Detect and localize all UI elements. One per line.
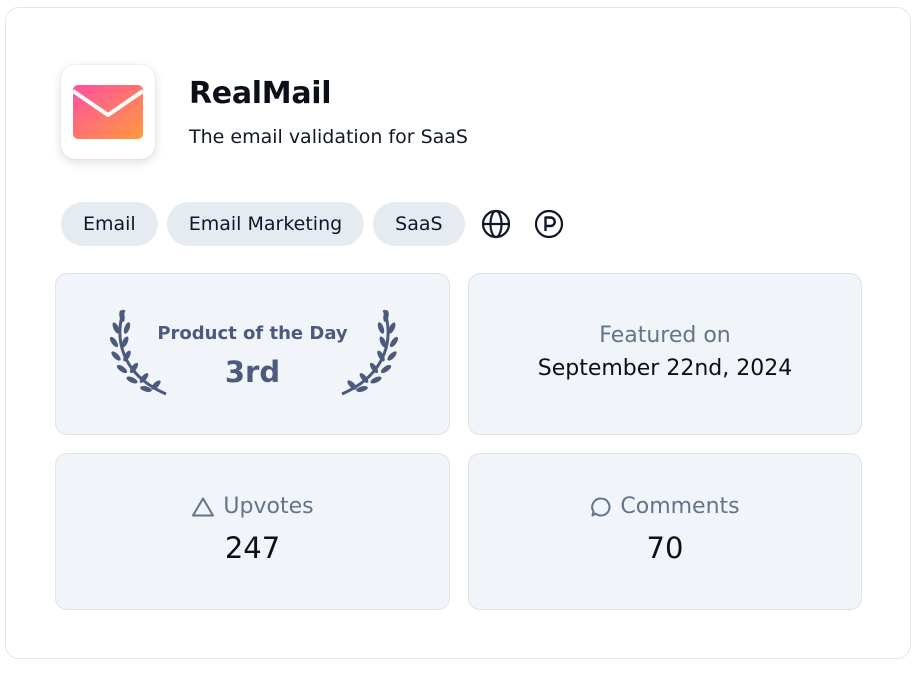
upvotes-card: Upvotes 247 — [55, 453, 450, 610]
product-of-the-day-card: Product of the Day 3rd — [55, 273, 450, 435]
product-logo — [61, 65, 155, 159]
laurel-right-icon — [341, 309, 398, 396]
tag-email-marketing[interactable]: Email Marketing — [166, 202, 365, 246]
envelope-icon — [73, 85, 143, 139]
triangle-up-icon — [192, 497, 215, 516]
upvotes-count: 247 — [224, 531, 281, 565]
award-rank: 3rd — [224, 355, 281, 389]
comments-label-row: Comments — [469, 494, 861, 519]
website-link[interactable] — [474, 202, 518, 246]
product-name[interactable]: RealMail — [189, 76, 332, 111]
laurel-left-icon — [110, 309, 167, 396]
tag-email[interactable]: Email — [61, 202, 158, 246]
tag-saas[interactable]: SaaS — [373, 202, 465, 246]
speech-bubble-icon — [591, 496, 611, 516]
comments-count: 70 — [646, 531, 684, 565]
comments-label: Comments — [620, 494, 740, 519]
upvotes-label-row: Upvotes — [56, 494, 449, 519]
product-tagline: The email validation for SaaS — [189, 126, 468, 148]
globe-icon — [481, 209, 510, 239]
featured-date: September 22nd, 2024 — [537, 356, 793, 381]
comments-card: Comments 70 — [468, 453, 862, 610]
producthunt-icon — [534, 209, 563, 239]
upvotes-label: Upvotes — [223, 494, 314, 519]
featured-label: Featured on — [599, 323, 731, 348]
featured-card: Featured on September 22nd, 2024 — [468, 273, 862, 435]
award-label: Product of the Day — [157, 323, 348, 344]
tag-list: Email Email Marketing SaaS — [61, 202, 571, 246]
producthunt-link[interactable] — [527, 202, 571, 246]
